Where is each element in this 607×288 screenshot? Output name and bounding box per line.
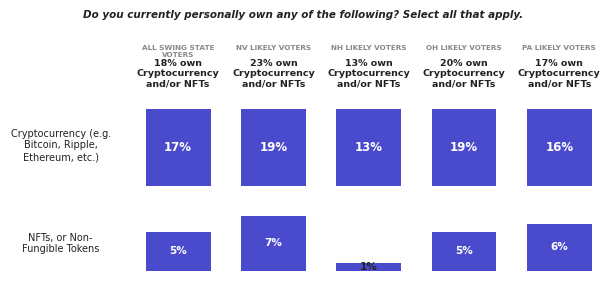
- Text: NH LIKELY VOTERS: NH LIKELY VOTERS: [331, 45, 407, 51]
- Text: Do you currently personally own any of the following? Select all that apply.: Do you currently personally own any of t…: [83, 10, 524, 20]
- Text: 16%: 16%: [545, 141, 574, 154]
- Bar: [432, 109, 497, 186]
- Text: 1%: 1%: [360, 262, 378, 272]
- Text: 5%: 5%: [169, 246, 187, 256]
- Text: 23% own
Cryptocurrency
and/or NFTs: 23% own Cryptocurrency and/or NFTs: [232, 59, 315, 89]
- Text: 6%: 6%: [551, 242, 568, 252]
- Bar: [527, 109, 592, 186]
- Text: ALL SWING STATE
VOTERS: ALL SWING STATE VOTERS: [142, 45, 214, 58]
- Text: NFTs, or Non-
Fungible Tokens: NFTs, or Non- Fungible Tokens: [22, 233, 100, 254]
- Text: 13%: 13%: [354, 141, 383, 154]
- Bar: [241, 109, 306, 186]
- Text: NV LIKELY VOTERS: NV LIKELY VOTERS: [236, 45, 311, 51]
- Text: 20% own
Cryptocurrency
and/or NFTs: 20% own Cryptocurrency and/or NFTs: [422, 59, 506, 89]
- Text: 17%: 17%: [164, 141, 192, 154]
- Text: OH LIKELY VOTERS: OH LIKELY VOTERS: [426, 45, 502, 51]
- Text: PA LIKELY VOTERS: PA LIKELY VOTERS: [523, 45, 596, 51]
- Bar: [336, 109, 401, 186]
- Text: 18% own
Cryptocurrency
and/or NFTs: 18% own Cryptocurrency and/or NFTs: [137, 59, 220, 89]
- Bar: [527, 224, 592, 271]
- Bar: [146, 232, 211, 271]
- Text: 7%: 7%: [265, 238, 282, 248]
- Text: 19%: 19%: [259, 141, 288, 154]
- Bar: [146, 109, 211, 186]
- Text: Cryptocurrency (e.g.
Bitcoin, Ripple,
Ethereum, etc.): Cryptocurrency (e.g. Bitcoin, Ripple, Et…: [10, 129, 111, 162]
- Text: 19%: 19%: [450, 141, 478, 154]
- Text: 5%: 5%: [455, 246, 473, 256]
- Bar: [241, 216, 306, 271]
- Bar: [432, 232, 497, 271]
- Text: 13% own
Cryptocurrency
and/or NFTs: 13% own Cryptocurrency and/or NFTs: [327, 59, 410, 89]
- Text: 17% own
Cryptocurrency
and/or NFTs: 17% own Cryptocurrency and/or NFTs: [518, 59, 601, 89]
- Bar: [336, 263, 401, 271]
